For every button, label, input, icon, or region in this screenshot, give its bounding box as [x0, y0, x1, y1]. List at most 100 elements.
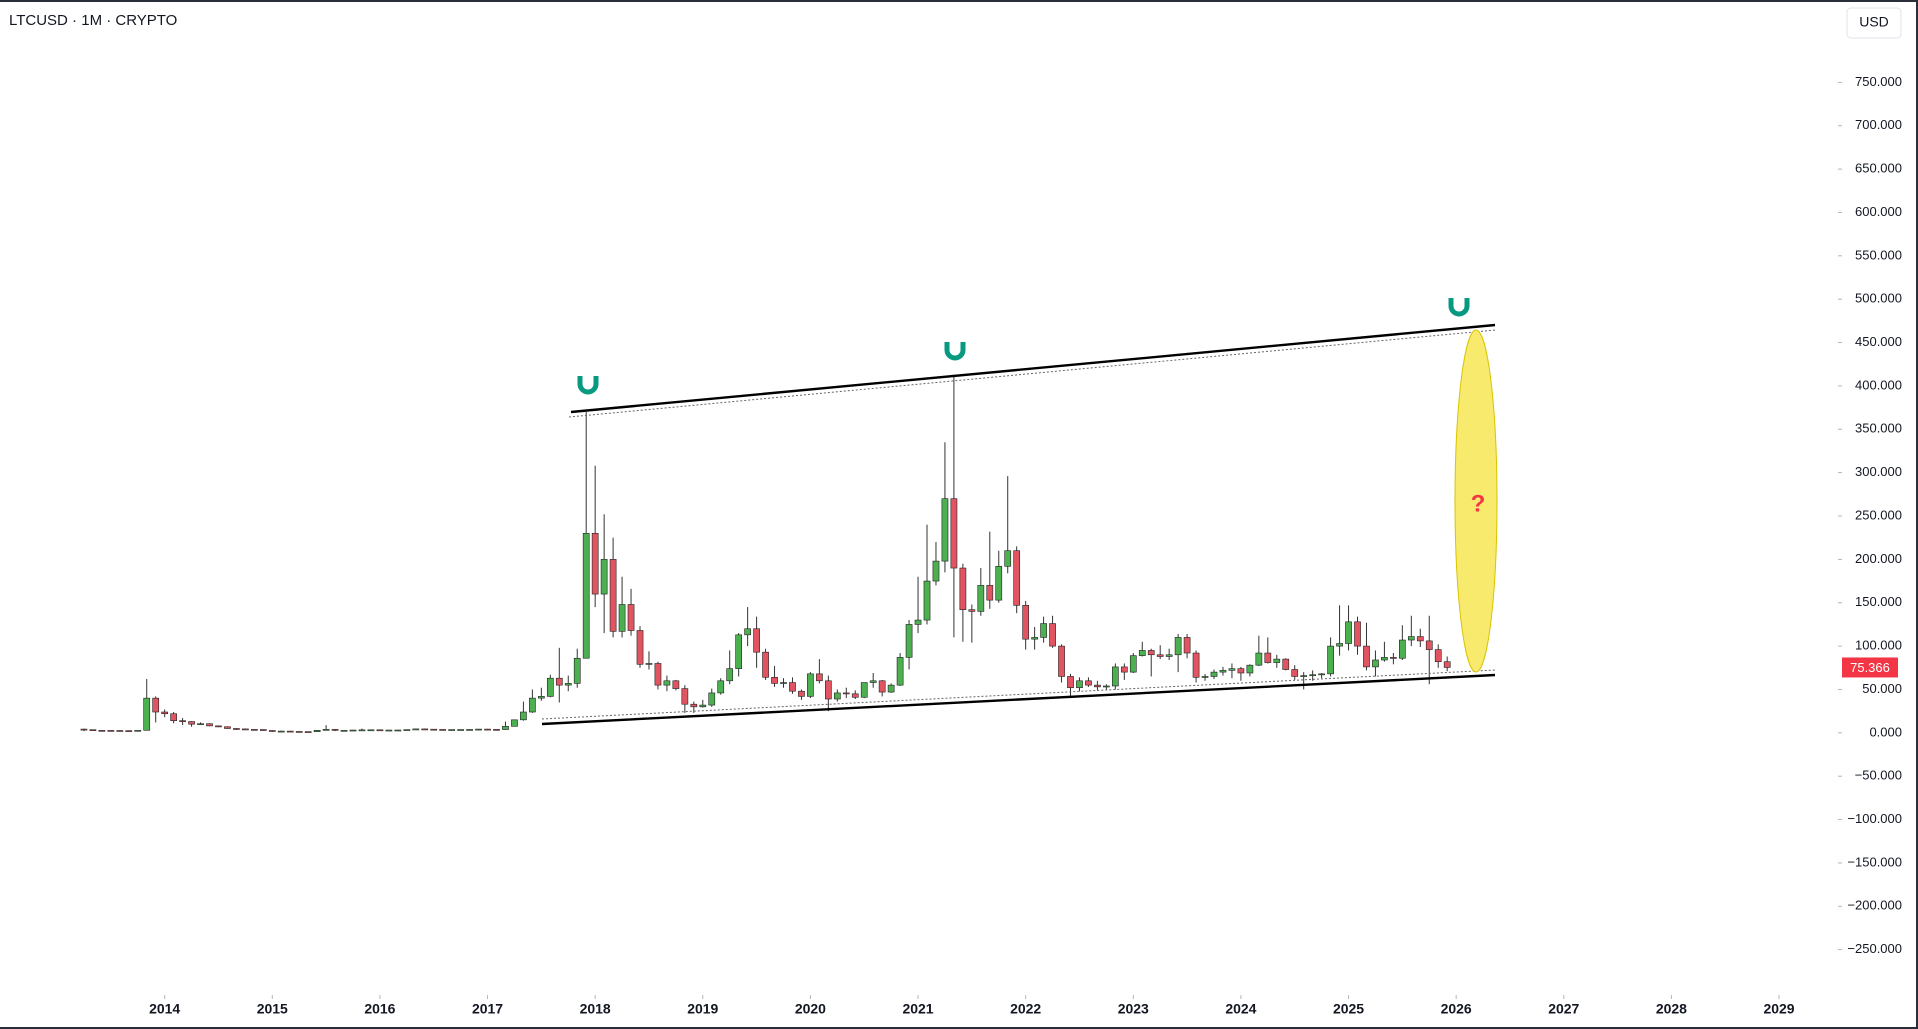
- candle-body: [1120, 666, 1128, 673]
- candle-body: [609, 559, 617, 632]
- lower-trendline: [541, 673, 1496, 726]
- candle-body: [1004, 550, 1012, 567]
- candle-body: [1067, 676, 1074, 689]
- candle-body: [833, 692, 841, 700]
- candle-body: [717, 680, 725, 694]
- candle-body: [672, 680, 680, 689]
- y-tick-label: 400.000: [1855, 377, 1902, 392]
- candle-body: [780, 682, 787, 684]
- candle-body: [421, 728, 429, 731]
- candle-body: [600, 559, 608, 595]
- y-tick-label: 250.000: [1855, 507, 1902, 522]
- candle-body: [941, 498, 949, 562]
- candle-body: [663, 680, 671, 686]
- candle-body: [367, 729, 375, 732]
- candle-body: [825, 680, 832, 700]
- x-tick-label: 2019: [687, 1001, 718, 1017]
- magnet-icon: [1448, 298, 1470, 317]
- candle-body: [1156, 654, 1164, 657]
- candle-body: [376, 729, 384, 732]
- last-price-box: [1842, 657, 1898, 678]
- x-tick-label: 2018: [580, 1001, 611, 1017]
- candle-body: [914, 619, 922, 625]
- candle-body: [1309, 674, 1317, 677]
- currency-button[interactable]: [1846, 7, 1902, 39]
- lower-parallel: [541, 669, 1496, 720]
- candle-body: [878, 680, 886, 693]
- candle-body: [1147, 650, 1155, 656]
- candle-body: [798, 690, 805, 697]
- candle-body: [1246, 664, 1254, 674]
- x-tick-label: 2028: [1656, 1001, 1687, 1017]
- candle-body: [1327, 645, 1334, 675]
- candle-body: [726, 668, 734, 682]
- candle-body: [1255, 652, 1263, 666]
- candle-body: [286, 730, 294, 733]
- candle-body: [493, 729, 500, 731]
- candle-body: [403, 729, 411, 731]
- candle-body: [349, 729, 357, 732]
- candle-body: [1031, 637, 1038, 640]
- candle-body: [1085, 680, 1092, 686]
- candle-body: [457, 729, 464, 731]
- y-tick-label: 450.000: [1855, 334, 1902, 349]
- candle-body: [959, 567, 967, 610]
- y-tick-label: 600.000: [1855, 204, 1902, 219]
- currency-label[interactable]: USD: [1859, 14, 1889, 30]
- candle-body: [627, 604, 635, 631]
- x-tick-label: 2020: [795, 1001, 826, 1017]
- candle-body: [546, 677, 554, 697]
- candle-body: [1183, 637, 1191, 654]
- candle-body: [295, 731, 303, 733]
- y-tick-label: 200.000: [1855, 551, 1902, 566]
- candle-body: [439, 729, 447, 731]
- candle-body: [125, 730, 133, 732]
- y-tick-label: 100.000: [1855, 638, 1902, 653]
- candle-body: [197, 723, 204, 726]
- candle-body: [1336, 643, 1343, 647]
- y-tick-label: 700.000: [1855, 117, 1902, 132]
- candle-body: [188, 721, 195, 725]
- x-tick-label: 2027: [1548, 1001, 1579, 1017]
- candle-body: [932, 560, 940, 582]
- candle-body: [923, 580, 931, 621]
- candle-body: [242, 728, 249, 731]
- candle-body: [161, 711, 169, 715]
- candle-body: [1345, 621, 1352, 644]
- candle-body: [89, 729, 97, 732]
- candle-body: [268, 730, 276, 732]
- x-tick-label: 2016: [364, 1001, 395, 1017]
- candle-body: [977, 585, 985, 612]
- candle-body: [681, 688, 689, 705]
- candle-body: [143, 697, 151, 731]
- candle-body: [134, 730, 142, 732]
- candle-body: [842, 692, 850, 695]
- candle-body: [591, 533, 599, 595]
- y-tick-label: 350.000: [1855, 421, 1902, 436]
- candle-body: [206, 723, 213, 727]
- candle-body: [170, 713, 177, 721]
- candle-body: [744, 628, 751, 636]
- candle-body: [1354, 621, 1361, 647]
- candle-body: [654, 663, 662, 686]
- candle-body: [1103, 685, 1110, 688]
- candle-body: [502, 726, 509, 730]
- candle-body: [1129, 655, 1137, 673]
- candle-body: [511, 719, 518, 727]
- highlight-ellipse: [1454, 329, 1498, 673]
- candle-body: [484, 728, 491, 731]
- candle-body: [277, 730, 285, 733]
- candle-body: [1425, 640, 1433, 650]
- y-tick-label: −100.000: [1847, 811, 1902, 826]
- candle-body: [968, 609, 976, 612]
- candle-body: [1165, 654, 1173, 657]
- candle-body: [233, 728, 240, 730]
- candle-body: [304, 731, 312, 733]
- candle-body: [1049, 623, 1056, 647]
- y-tick-label: 500.000: [1855, 291, 1902, 306]
- candle-body: [98, 730, 106, 732]
- candle-body: [116, 730, 124, 732]
- candle-body: [1390, 657, 1397, 659]
